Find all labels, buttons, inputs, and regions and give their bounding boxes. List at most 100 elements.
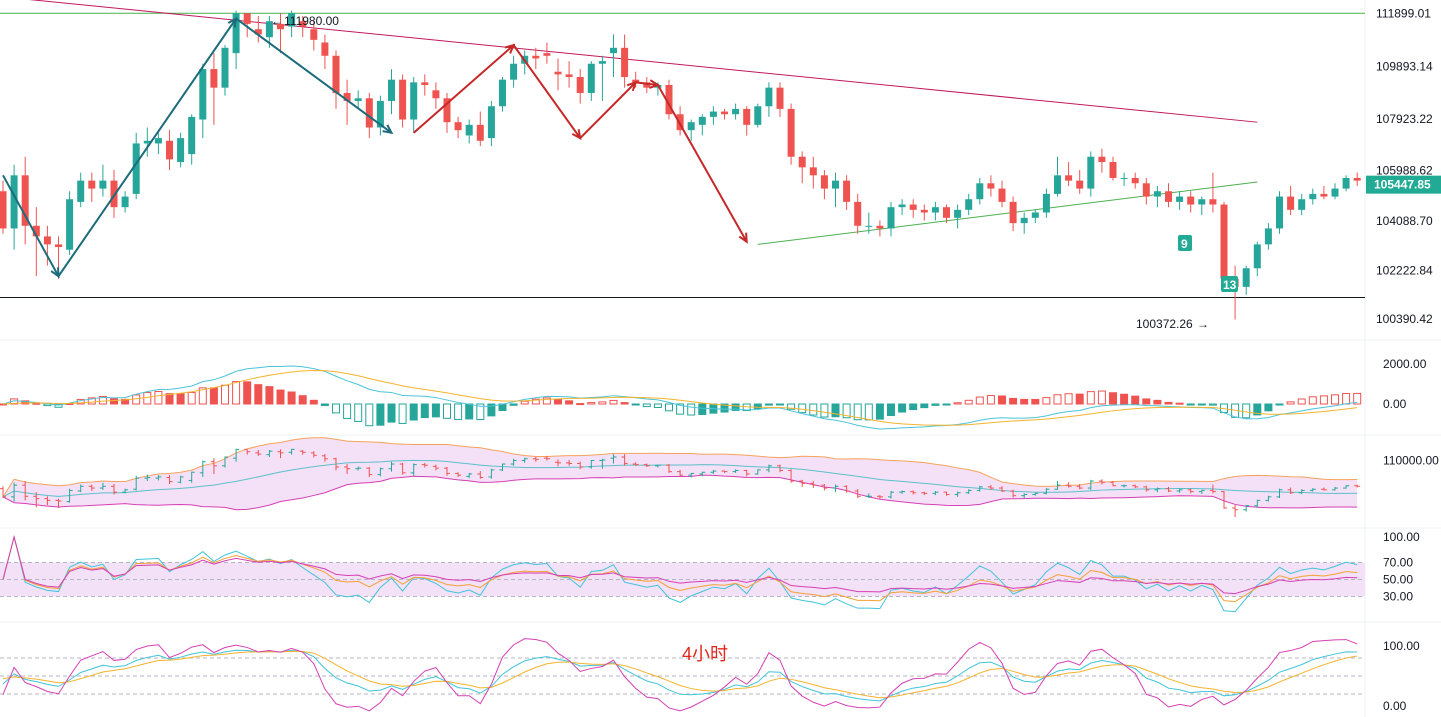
price-tick-label: 102222.84 (1376, 263, 1433, 277)
macd-histogram-bar (864, 403, 873, 421)
candle (476, 111, 484, 147)
candle-body (299, 21, 307, 27)
candle-body (332, 55, 340, 93)
macd-histogram-bar (287, 391, 296, 405)
ascending-trendline (757, 181, 1258, 245)
macd-histogram-bar (476, 403, 485, 421)
candle-body (166, 140, 173, 160)
bollinger-panel: 110000.00 (0, 437, 1439, 517)
candle (1220, 201, 1228, 282)
macd-histogram-bar (376, 403, 385, 426)
candle (920, 204, 928, 221)
candle (221, 45, 229, 96)
zigzag-blue (2, 17, 393, 279)
candle-body (1020, 217, 1028, 224)
macd-histogram-bar (320, 403, 329, 407)
macd-histogram-bar (1020, 398, 1029, 405)
macd-histogram-bar (1031, 398, 1040, 405)
ohlc-bar (1143, 485, 1150, 492)
price-axis[interactable]: 111899.01 109893.14 107923.22 105988.62 1040… (1366, 6, 1441, 326)
candle-body (443, 98, 451, 123)
candle-body (865, 225, 873, 227)
low-arrow-icon: → (1197, 317, 1209, 331)
candle (576, 69, 584, 104)
candle-body (1276, 196, 1283, 229)
ohlc-bar (765, 464, 772, 473)
candle-body (576, 77, 584, 93)
macd-histogram-bar (1275, 403, 1284, 406)
ohlc-bar (899, 490, 906, 494)
candle (1153, 185, 1161, 208)
kdj-d-line (2, 650, 1358, 699)
ohlc-bar (1010, 489, 1017, 498)
candle-body (687, 122, 695, 131)
rsi-slow-line (2, 535, 1358, 595)
macd-histogram-bar (875, 403, 884, 420)
candle (288, 10, 296, 38)
macd-histogram-bar (232, 381, 241, 405)
candle-body (765, 87, 773, 107)
candle-body (732, 108, 740, 115)
macd-histogram-bar (343, 403, 352, 419)
candle-body (43, 236, 51, 245)
current-price-label: 105447.85 (1374, 178, 1431, 192)
macd-histogram-bar (1353, 392, 1362, 405)
ohlc-bar (1154, 487, 1161, 493)
candle-body (1331, 188, 1339, 197)
ohlc-bar (1032, 492, 1039, 496)
macd-histogram-bar (509, 403, 518, 406)
candle-body (1198, 199, 1206, 205)
candle-body (1320, 193, 1328, 197)
candle (154, 130, 162, 155)
candle-body (1142, 183, 1150, 197)
candle (943, 204, 950, 224)
ohlc-bar (1198, 489, 1205, 494)
candle (88, 172, 96, 202)
ohlc-bar (754, 469, 761, 475)
macd-panel: 2000.00 0.00 (0, 357, 1427, 430)
ohlc-bar (11, 482, 18, 502)
ohlc-bar (333, 457, 339, 471)
ohlc-bar (1209, 484, 1216, 494)
ohlc-bar (22, 481, 29, 501)
candle (987, 175, 995, 197)
ohlc-bar (466, 472, 473, 479)
candle-body (177, 138, 185, 163)
candle-body (410, 82, 418, 120)
macd-histogram-bar (1342, 393, 1351, 405)
ohlc-bar (910, 490, 917, 495)
macd-histogram-bar (1009, 397, 1018, 405)
candle (787, 103, 795, 165)
macd-histogram-bar (1331, 394, 1339, 405)
macd-histogram-bar (454, 403, 463, 420)
candle-body (543, 53, 551, 56)
candle (166, 130, 173, 170)
indicator-tick-label: 110000.00 (1383, 454, 1439, 468)
ohlc-bar (55, 498, 62, 508)
macd-histogram-bar (898, 403, 907, 413)
macd-dea-line (2, 369, 1358, 426)
candle (798, 151, 806, 184)
macd-histogram-bar (1186, 403, 1195, 406)
ohlc-bar (732, 469, 739, 473)
candle (743, 106, 751, 136)
ohlc-bar (1298, 489, 1305, 494)
ohlc-bar (44, 496, 51, 506)
ohlc-bar (976, 485, 983, 492)
macd-histogram-bar (887, 403, 895, 417)
ohlc-bar (477, 471, 484, 479)
ohlc-bar (688, 472, 695, 478)
ohlc-bar (1054, 481, 1061, 490)
candle (832, 172, 839, 208)
zigzag-red-arrowhead (649, 79, 661, 89)
candle-body (610, 47, 617, 54)
candle (43, 225, 51, 266)
candle (1342, 175, 1350, 192)
candle-body (1098, 156, 1106, 163)
ohlc-bar (144, 474, 151, 482)
macd-histogram-bar (1319, 395, 1328, 405)
td-badge-13: 13 (1221, 276, 1238, 292)
candle (1287, 185, 1295, 216)
candle (1054, 156, 1061, 197)
